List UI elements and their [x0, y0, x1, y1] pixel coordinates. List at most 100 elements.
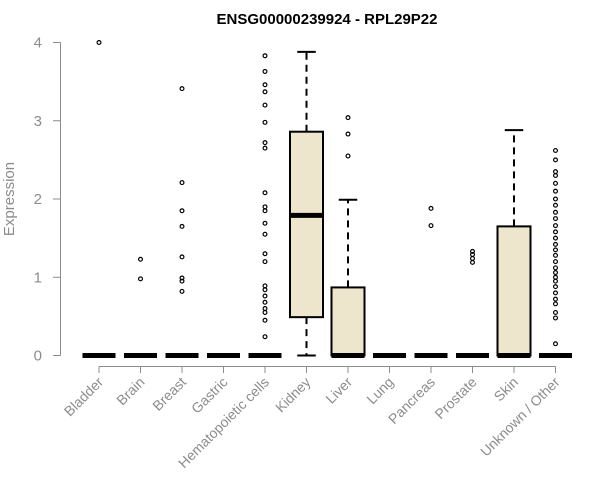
y-axis-label: Expression	[1, 162, 18, 236]
x-tick-label: Skin	[491, 374, 522, 405]
box	[330, 286, 366, 357]
outlier-point	[262, 208, 268, 214]
outlier-point	[138, 276, 144, 282]
outlier-point	[179, 86, 185, 92]
y-tick-label: 3	[34, 113, 42, 130]
outlier-point	[470, 248, 476, 254]
outlier-point	[262, 259, 268, 265]
x-tick-label: Unknown / Other	[477, 374, 563, 460]
outlier-point	[552, 259, 558, 265]
outlier-point	[552, 301, 558, 307]
box-group	[414, 205, 448, 358]
outlier-point	[552, 229, 558, 235]
outlier-point	[262, 204, 268, 210]
outlier-point	[428, 205, 434, 211]
box-group	[539, 147, 572, 358]
box	[496, 225, 532, 357]
outlier-point	[552, 173, 558, 179]
outlier-point	[428, 223, 434, 229]
outlier-point	[552, 274, 558, 280]
outlier-point	[262, 140, 268, 146]
x-tick-label: Kidney	[272, 374, 314, 416]
outlier-point	[470, 255, 476, 261]
outlier-point	[552, 278, 558, 284]
y-tick-label: 2	[34, 191, 42, 208]
outlier-point	[470, 259, 476, 265]
outlier-point	[552, 315, 558, 321]
x-tick-label: Liver	[322, 374, 355, 407]
outlier-point	[552, 265, 558, 271]
box-group	[124, 256, 157, 358]
box-group	[248, 53, 282, 358]
outlier-point	[262, 317, 268, 323]
outlier-point	[262, 82, 268, 88]
x-tick-label: Bladder	[61, 374, 107, 420]
outlier-point	[262, 287, 268, 293]
outlier-point	[552, 241, 558, 247]
outlier-point	[262, 102, 268, 108]
outlier-point	[345, 153, 351, 159]
outlier-point	[262, 119, 268, 125]
x-tick-label: Breast	[149, 374, 189, 414]
outlier-point	[262, 145, 268, 151]
y-tick-label: 4	[34, 35, 42, 52]
outlier-point	[262, 306, 268, 312]
outlier-point	[262, 53, 268, 59]
outlier-point	[552, 252, 558, 258]
outlier-point	[179, 254, 185, 260]
y-axis: 0 1 2 3 4	[34, 35, 61, 365]
outlier-point	[470, 252, 476, 258]
outlier-point	[179, 288, 185, 294]
outlier-point	[552, 309, 558, 315]
y-tick-label: 0	[34, 348, 42, 365]
outlier-point	[262, 68, 268, 74]
outlier-point	[552, 209, 558, 215]
outlier-point	[96, 39, 102, 45]
outlier-point	[179, 180, 185, 186]
box-group	[330, 115, 366, 358]
outlier-point	[262, 293, 268, 299]
outlier-point	[262, 334, 268, 340]
outlier-point	[262, 309, 268, 315]
outlier-point	[552, 247, 558, 253]
outlier-point	[552, 341, 558, 347]
outlier-point	[262, 251, 268, 257]
outlier-point	[552, 157, 558, 163]
outlier-point	[179, 278, 185, 284]
box-group	[456, 248, 489, 358]
box-group	[82, 39, 116, 358]
chart-title: ENSG00000239924 - RPL29P22	[217, 11, 438, 28]
outlier-point	[262, 190, 268, 196]
outlier-point	[262, 89, 268, 95]
outlier-point	[179, 208, 185, 214]
outlier-point	[552, 223, 558, 229]
outlier-point	[552, 216, 558, 222]
x-tick-label: Lung	[363, 374, 396, 407]
outlier-point	[345, 115, 351, 121]
outlier-point	[262, 299, 268, 305]
outlier-point	[552, 169, 558, 175]
outlier-point	[552, 147, 558, 153]
outlier-point	[552, 188, 558, 194]
box-group	[289, 50, 324, 357]
outlier-point	[138, 256, 144, 262]
box	[289, 130, 324, 319]
outlier-point	[552, 235, 558, 241]
outlier-point	[262, 220, 268, 226]
outlier-point	[345, 131, 351, 137]
outlier-point	[552, 202, 558, 208]
outlier-point	[179, 275, 185, 281]
outlier-point	[552, 196, 558, 202]
x-tick-label: Prostate	[431, 374, 479, 422]
plot-area	[82, 39, 572, 358]
x-tick-label: Brain	[113, 374, 147, 408]
outlier-point	[262, 283, 268, 289]
box-group	[496, 129, 532, 358]
outlier-point	[179, 223, 185, 229]
outlier-point	[262, 231, 268, 237]
outlier-point	[552, 284, 558, 290]
outlier-point	[552, 180, 558, 186]
outlier-point	[552, 296, 558, 302]
